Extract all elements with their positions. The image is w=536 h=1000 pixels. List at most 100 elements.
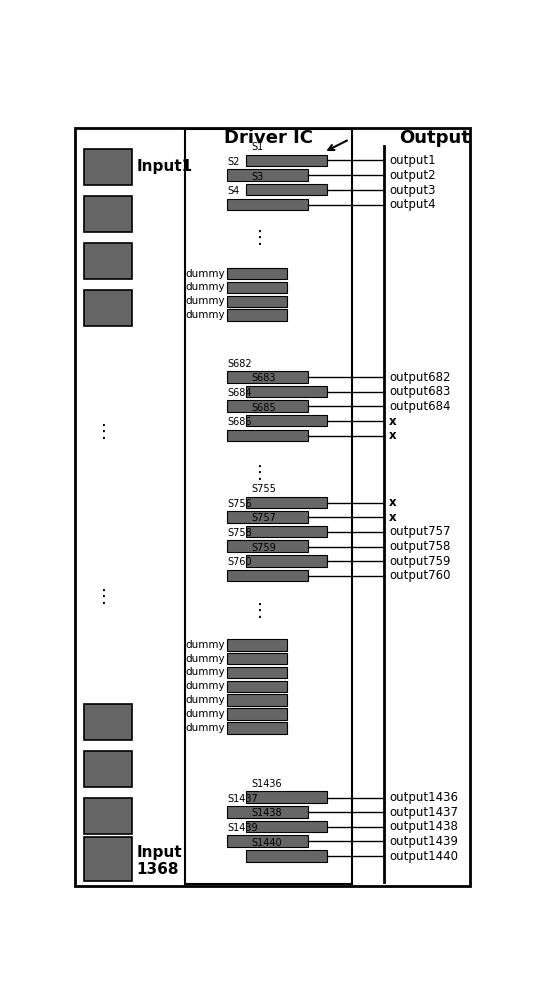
Text: dummy: dummy	[185, 723, 225, 733]
Text: Input1: Input1	[137, 159, 193, 174]
Text: output758: output758	[389, 540, 450, 553]
Text: S1439: S1439	[227, 823, 258, 833]
Text: x: x	[389, 511, 397, 524]
Bar	[227, 570, 308, 581]
Bar	[185, 129, 352, 884]
Bar	[245, 791, 326, 803]
Bar	[245, 526, 326, 537]
Bar	[85, 243, 132, 279]
Text: output1440: output1440	[389, 850, 458, 863]
Text: output757: output757	[389, 525, 450, 538]
Bar	[227, 835, 308, 847]
Bar	[85, 837, 132, 881]
Bar	[227, 371, 308, 383]
Text: output1436: output1436	[389, 791, 458, 804]
Text: x: x	[389, 496, 397, 509]
Text: output759: output759	[389, 555, 450, 568]
Text: dummy: dummy	[185, 654, 225, 664]
Bar	[245, 555, 326, 567]
Bar	[227, 169, 308, 181]
Bar	[227, 268, 287, 279]
Text: S1438: S1438	[252, 808, 282, 818]
Bar	[227, 667, 287, 678]
Text: Driver IC: Driver IC	[224, 129, 313, 147]
Text: dummy: dummy	[185, 667, 225, 677]
Bar	[245, 386, 326, 397]
Text: dummy: dummy	[185, 709, 225, 719]
Text: output682: output682	[389, 371, 450, 384]
Text: dummy: dummy	[185, 681, 225, 691]
Bar	[227, 400, 308, 412]
Bar	[227, 540, 308, 552]
Text: dummy: dummy	[185, 310, 225, 320]
Bar	[227, 708, 287, 720]
Text: output1438: output1438	[389, 820, 458, 833]
Bar	[85, 290, 132, 326]
Bar	[245, 497, 326, 508]
Text: Output: Output	[399, 129, 470, 147]
Text: S1437: S1437	[227, 794, 258, 804]
Text: S685: S685	[252, 403, 277, 413]
Text: S4: S4	[227, 186, 239, 196]
Text: output683: output683	[389, 385, 450, 398]
Text: output1: output1	[389, 154, 436, 167]
Bar	[245, 155, 326, 166]
Text: ⋮: ⋮	[95, 423, 114, 441]
Bar	[227, 722, 287, 734]
Bar	[227, 199, 308, 210]
Bar	[245, 821, 326, 832]
Bar	[245, 850, 326, 862]
Text: S759: S759	[252, 543, 277, 553]
Bar	[227, 430, 308, 441]
Text: x: x	[389, 415, 397, 428]
Text: S755: S755	[252, 484, 277, 494]
Text: S682: S682	[227, 359, 251, 369]
Text: S683: S683	[252, 373, 277, 383]
Text: dummy: dummy	[185, 296, 225, 306]
Text: output1439: output1439	[389, 835, 458, 848]
Bar	[227, 282, 287, 293]
Text: output760: output760	[389, 569, 450, 582]
Text: S1440: S1440	[252, 838, 282, 848]
Text: dummy: dummy	[185, 695, 225, 705]
Text: S2: S2	[227, 157, 239, 167]
Bar	[227, 639, 287, 651]
Bar	[227, 511, 308, 523]
Bar	[245, 415, 326, 426]
Bar	[227, 694, 287, 706]
Bar	[85, 196, 132, 232]
Text: Input
1368: Input 1368	[137, 845, 182, 877]
Text: dummy: dummy	[185, 269, 225, 279]
Bar	[85, 751, 132, 787]
Bar	[227, 806, 308, 818]
Text: output684: output684	[389, 400, 450, 413]
Text: S686: S686	[227, 417, 251, 427]
Text: output4: output4	[389, 198, 436, 211]
Bar	[227, 681, 287, 692]
Text: S1: S1	[252, 142, 264, 152]
Text: ⋮: ⋮	[95, 588, 114, 606]
Bar	[227, 309, 287, 321]
Bar	[245, 184, 326, 195]
Text: ⋮: ⋮	[251, 602, 269, 620]
Bar	[85, 704, 132, 740]
Text: S3: S3	[252, 172, 264, 182]
Text: dummy: dummy	[185, 282, 225, 292]
Text: S1436: S1436	[252, 779, 282, 789]
Text: dummy: dummy	[185, 640, 225, 650]
Text: S758: S758	[227, 528, 252, 538]
Text: ⋮: ⋮	[251, 464, 269, 482]
Bar	[85, 798, 132, 834]
Text: x: x	[389, 429, 397, 442]
Bar	[227, 653, 287, 664]
Text: S760: S760	[227, 557, 251, 567]
Bar	[227, 296, 287, 307]
Text: ⋮: ⋮	[251, 229, 269, 247]
Text: output1437: output1437	[389, 806, 458, 819]
Text: output2: output2	[389, 169, 436, 182]
Text: S757: S757	[252, 513, 277, 523]
Bar	[85, 149, 132, 185]
Text: output3: output3	[389, 184, 435, 197]
Text: S684: S684	[227, 388, 251, 398]
Text: S756: S756	[227, 499, 252, 509]
